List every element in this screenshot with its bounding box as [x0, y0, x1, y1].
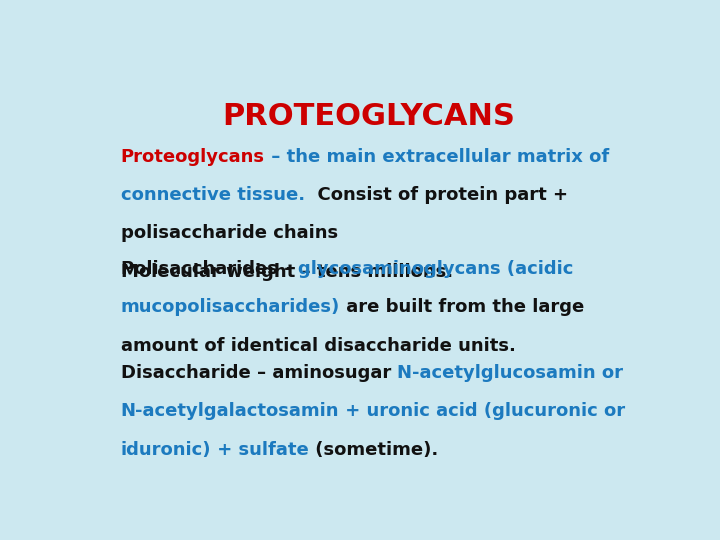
- Text: are built from the large: are built from the large: [340, 299, 584, 316]
- Text: connective tissue.: connective tissue.: [121, 186, 305, 204]
- Text: glycosaminoglycans (acidic: glycosaminoglycans (acidic: [297, 260, 573, 278]
- Text: (sometime).: (sometime).: [309, 441, 438, 458]
- Text: amount of identical disaccharide units.: amount of identical disaccharide units.: [121, 337, 516, 355]
- Text: Molecular weight – tens millions.: Molecular weight – tens millions.: [121, 263, 453, 281]
- Text: PROTEOGLYCANS: PROTEOGLYCANS: [222, 102, 516, 131]
- Text: Disaccharide – aminosugar: Disaccharide – aminosugar: [121, 364, 397, 382]
- Text: + uronic acid (glucuronic or: + uronic acid (glucuronic or: [339, 402, 625, 421]
- Text: Proteoglycans: Proteoglycans: [121, 148, 265, 166]
- Text: – the main extracellular matrix of: – the main extracellular matrix of: [265, 148, 609, 166]
- Text: iduronic): iduronic): [121, 441, 211, 458]
- Text: N-acetylgalactosamin: N-acetylgalactosamin: [121, 402, 339, 421]
- Text: polisaccharide chains: polisaccharide chains: [121, 225, 338, 242]
- Text: mucopolisaccharides): mucopolisaccharides): [121, 299, 340, 316]
- Text: Consist of protein part +: Consist of protein part +: [305, 186, 568, 204]
- Text: Polisaccharides -: Polisaccharides -: [121, 260, 297, 278]
- Text: + sulfate: + sulfate: [211, 441, 309, 458]
- Text: N-acetylglucosamin or: N-acetylglucosamin or: [397, 364, 624, 382]
